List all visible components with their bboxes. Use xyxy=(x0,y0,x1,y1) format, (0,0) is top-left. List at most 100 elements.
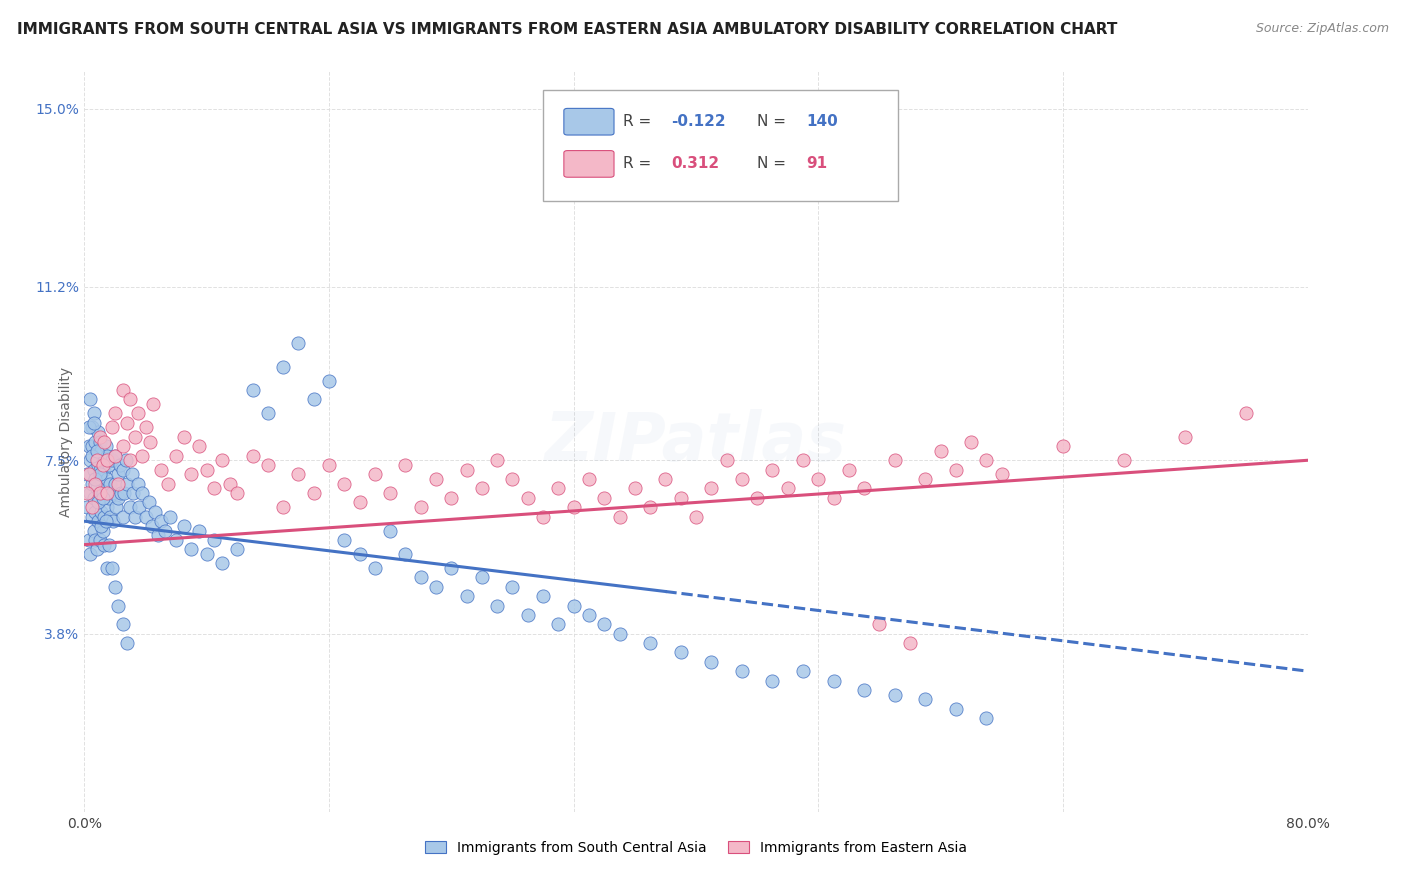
Point xyxy=(86,542,108,557)
Point xyxy=(157,476,180,491)
Point xyxy=(838,463,860,477)
Point xyxy=(333,533,356,547)
Text: 140: 140 xyxy=(806,114,838,129)
Point xyxy=(80,449,103,463)
Point xyxy=(823,673,845,688)
Point xyxy=(929,444,952,458)
Point xyxy=(226,486,249,500)
Point xyxy=(79,547,101,561)
Point xyxy=(380,524,402,538)
Point xyxy=(93,434,115,449)
Point xyxy=(124,509,146,524)
Point xyxy=(380,486,402,500)
Point xyxy=(104,580,127,594)
Point xyxy=(914,472,936,486)
Point xyxy=(1114,453,1136,467)
Point xyxy=(111,463,134,477)
Point xyxy=(83,491,105,505)
Point xyxy=(93,509,115,524)
Point xyxy=(242,449,264,463)
Point xyxy=(731,664,754,678)
Point xyxy=(111,617,134,632)
Point xyxy=(77,467,100,482)
Point xyxy=(138,495,160,509)
Point xyxy=(91,491,114,505)
Point xyxy=(94,482,117,496)
Point xyxy=(98,509,121,524)
Point xyxy=(87,495,110,509)
Point xyxy=(471,570,494,584)
Point xyxy=(89,434,111,449)
Point xyxy=(127,476,149,491)
Point xyxy=(96,500,118,515)
Point xyxy=(165,449,187,463)
Point xyxy=(90,444,112,458)
Point xyxy=(135,509,157,524)
Point xyxy=(287,336,309,351)
Point xyxy=(89,486,111,500)
Legend: Immigrants from South Central Asia, Immigrants from Eastern Asia: Immigrants from South Central Asia, Immi… xyxy=(420,835,972,860)
Point xyxy=(456,589,478,603)
Point xyxy=(638,500,661,515)
Point xyxy=(776,482,799,496)
Point xyxy=(349,547,371,561)
Point xyxy=(960,434,983,449)
Point xyxy=(531,589,554,603)
Point xyxy=(91,458,114,472)
Point xyxy=(93,463,115,477)
Point xyxy=(87,425,110,439)
Point xyxy=(87,458,110,472)
FancyBboxPatch shape xyxy=(543,90,898,201)
Point xyxy=(127,406,149,420)
Point xyxy=(96,486,118,500)
Text: R =: R = xyxy=(623,156,661,171)
Point xyxy=(685,509,707,524)
Point xyxy=(202,482,225,496)
Point xyxy=(80,500,103,515)
Point xyxy=(271,359,294,374)
Point xyxy=(80,439,103,453)
Point xyxy=(84,434,107,449)
Point xyxy=(79,486,101,500)
Point xyxy=(115,476,138,491)
Point xyxy=(83,463,105,477)
Text: R =: R = xyxy=(623,114,655,129)
Point xyxy=(122,486,145,500)
Point xyxy=(945,463,967,477)
Point xyxy=(792,453,814,467)
Point xyxy=(111,383,134,397)
Point xyxy=(173,430,195,444)
Point xyxy=(394,458,416,472)
Point xyxy=(257,406,280,420)
Point xyxy=(89,533,111,547)
Point xyxy=(257,458,280,472)
Point xyxy=(155,524,177,538)
Point xyxy=(120,392,142,407)
Point xyxy=(91,486,114,500)
Point xyxy=(287,467,309,482)
Point xyxy=(101,486,124,500)
Point xyxy=(188,439,211,453)
Point xyxy=(96,449,118,463)
Point xyxy=(807,472,830,486)
Point xyxy=(609,509,631,524)
Point xyxy=(149,463,172,477)
Point xyxy=(89,486,111,500)
Point xyxy=(318,458,340,472)
Point xyxy=(578,607,600,622)
Point xyxy=(562,500,585,515)
Point xyxy=(991,467,1014,482)
Point xyxy=(302,486,325,500)
Point xyxy=(86,482,108,496)
Text: N =: N = xyxy=(758,156,796,171)
Point xyxy=(195,463,218,477)
Point xyxy=(149,514,172,528)
Point xyxy=(945,701,967,715)
Point xyxy=(84,505,107,519)
Point xyxy=(80,476,103,491)
Point xyxy=(86,444,108,458)
Point xyxy=(111,439,134,453)
Point xyxy=(654,472,676,486)
Point xyxy=(94,439,117,453)
Point xyxy=(76,486,98,500)
